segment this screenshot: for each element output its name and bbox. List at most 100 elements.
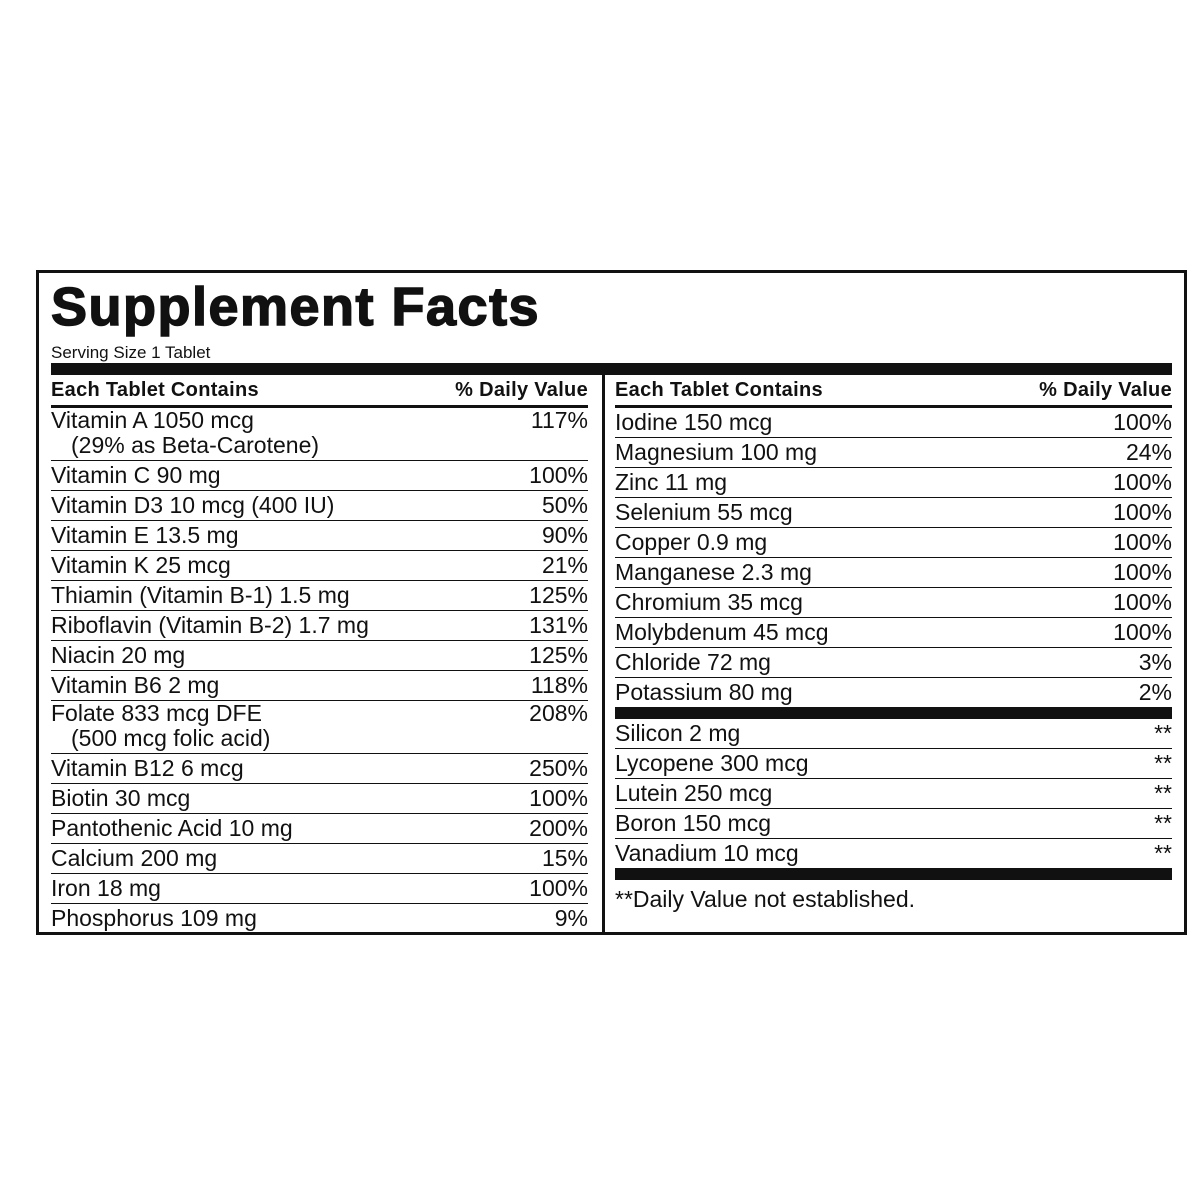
nutrient-note: (500 mcg folic acid): [71, 725, 271, 751]
nutrient-name-cell: Vitamin A 1050 mcg (29% as Beta-Carotene): [51, 408, 320, 458]
nutrient-name: Chloride 72 mg: [615, 649, 771, 675]
daily-value: 131%: [529, 612, 588, 638]
daily-value: 100%: [1113, 499, 1172, 525]
nutrient-name: Manganese 2.3 mg: [615, 559, 812, 585]
nutrient-row: Vitamin C 90 mg 100%: [51, 461, 588, 491]
daily-value: 100%: [1113, 619, 1172, 645]
thick-rule: [51, 363, 1172, 375]
nutrient-note: (29% as Beta-Carotene): [71, 432, 320, 458]
nutrient-name: Vitamin K 25 mcg: [51, 552, 231, 578]
nutrient-name-cell: Riboflavin (Vitamin B-2) 1.7 mg: [51, 611, 369, 640]
nutrient-row: Vitamin A 1050 mcg (29% as Beta-Carotene)…: [51, 408, 588, 461]
nutrient-name: Niacin 20 mg: [51, 642, 186, 668]
daily-value: 100%: [1113, 529, 1172, 555]
nutrient-name-cell: Zinc 11 mg: [615, 468, 727, 497]
supplement-facts-panel: Supplement Facts Serving Size 1 Tablet E…: [36, 270, 1187, 935]
nutrient-name: Lutein 250 mcg: [615, 780, 773, 806]
daily-value: 90%: [541, 522, 588, 548]
nutrient-name-cell: Manganese 2.3 mg: [615, 558, 812, 587]
nutrient-row: Lycopene 300 mcg **: [615, 749, 1172, 779]
nutrient-name-cell: Vitamin B6 2 mg: [51, 671, 219, 700]
right-column: Each Tablet Contains % Daily Value Iodine …: [605, 375, 1184, 935]
nutrient-name-cell: Thiamin (Vitamin B-1) 1.5 mg: [51, 581, 350, 610]
nutrient-row: Vitamin K 25 mcg 21%: [51, 551, 588, 581]
daily-value: 15%: [541, 845, 588, 871]
nutrient-name-cell: Phosphorus 109 mg: [51, 904, 257, 933]
nutrient-name-cell: Copper 0.9 mg: [615, 528, 767, 557]
nutrient-row: Calcium 200 mg 15%: [51, 844, 588, 874]
daily-value: 100%: [1113, 589, 1172, 615]
nutrient-row: Potassium 80 mg 2%: [615, 678, 1172, 707]
daily-value: 125%: [529, 582, 588, 608]
nutrient-row: Silicon 2 mg **: [615, 719, 1172, 749]
nutrient-name-cell: Vitamin C 90 mg: [51, 461, 221, 490]
nutrient-name: Pantothenic Acid 10 mg: [51, 815, 293, 841]
serving-size: Serving Size 1 Tablet: [51, 343, 211, 362]
nutrient-name: Lycopene 300 mcg: [615, 750, 809, 776]
daily-value: 117%: [530, 407, 588, 433]
nutrient-name-cell: Molybdenum 45 mcg: [615, 618, 829, 647]
nutrient-name-cell: Lycopene 300 mcg: [615, 749, 809, 778]
nutrient-name: Vanadium 10 mcg: [615, 840, 799, 866]
nutrient-row: Vitamin B12 6 mcg 250%: [51, 754, 588, 784]
nutrient-name-cell: Iodine 150 mcg: [615, 408, 772, 437]
header-label: Each Tablet Contains: [51, 379, 259, 401]
nutrient-name: Molybdenum 45 mcg: [615, 619, 829, 645]
nutrient-name-cell: Folate 833 mcg DFE (500 mcg folic acid): [51, 700, 271, 751]
nutrient-name: Biotin 30 mcg: [51, 785, 191, 811]
daily-value: **: [1154, 810, 1172, 836]
nutrient-name-cell: Pantothenic Acid 10 mg: [51, 814, 293, 843]
nutrient-name: Vitamin D3 10 mcg (400 IU): [51, 492, 335, 518]
daily-value: **: [1154, 780, 1172, 806]
daily-value: 24%: [1125, 439, 1172, 465]
daily-value: 208%: [529, 700, 588, 726]
daily-value: 100%: [529, 875, 588, 901]
nutrient-name-cell: Silicon 2 mg: [615, 719, 740, 748]
nutrient-name-cell: Calcium 200 mg: [51, 844, 217, 873]
nutrient-row: Lutein 250 mcg **: [615, 779, 1172, 809]
nutrient-name: Potassium 80 mg: [615, 679, 793, 705]
daily-value: 21%: [541, 552, 588, 578]
daily-value: 100%: [529, 462, 588, 488]
nutrient-name-cell: Vitamin D3 10 mcg (400 IU): [51, 491, 334, 520]
nutrient-name-cell: Iron 18 mg: [51, 874, 161, 903]
nutrient-name-cell: Vitamin E 13.5 mg: [51, 521, 239, 550]
daily-value: 50%: [541, 492, 588, 518]
nutrient-row: Vitamin B6 2 mg 118%: [51, 671, 588, 701]
footnote: **Daily Value not established.: [615, 886, 916, 912]
nutrient-name: Chromium 35 mcg: [615, 589, 803, 615]
thick-rule: [615, 707, 1172, 719]
daily-value: 250%: [529, 755, 588, 781]
nutrient-name-cell: Biotin 30 mcg: [51, 784, 190, 813]
nutrient-name-cell: Chromium 35 mcg: [615, 588, 803, 617]
nutrient-name: Vitamin C 90 mg: [51, 462, 221, 488]
daily-value: 200%: [529, 815, 588, 841]
nutrient-name-cell: Potassium 80 mg: [615, 678, 793, 707]
nutrient-name: Phosphorus 109 mg: [51, 905, 257, 931]
nutrient-row: Riboflavin (Vitamin B-2) 1.7 mg 131%: [51, 611, 588, 641]
header-label: % Daily Value: [455, 379, 588, 401]
nutrient-name: Iron 18 mg: [51, 875, 161, 901]
daily-value: **: [1154, 840, 1172, 866]
nutrient-name: Copper 0.9 mg: [615, 529, 768, 555]
nutrient-name: Thiamin (Vitamin B-1) 1.5 mg: [51, 582, 350, 608]
nutrient-name: Iodine 150 mcg: [615, 409, 773, 435]
nutrient-row: Zinc 11 mg 100%: [615, 468, 1172, 498]
columns: Each Tablet Contains % Daily Value Vitamin…: [39, 375, 1184, 935]
nutrient-name-cell: Vanadium 10 mcg: [615, 839, 799, 868]
nutrient-row: Selenium 55 mcg 100%: [615, 498, 1172, 528]
nutrient-row: Biotin 30 mcg 100%: [51, 784, 588, 814]
daily-value: 100%: [1113, 409, 1172, 435]
nutrient-name: Vitamin E 13.5 mg: [51, 522, 239, 548]
nutrient-name: Calcium 200 mg: [51, 845, 218, 871]
daily-value: 100%: [529, 785, 588, 811]
nutrient-row: Copper 0.9 mg 100%: [615, 528, 1172, 558]
nutrient-name: Folate 833 mcg DFE: [51, 700, 262, 726]
nutrient-row: Chromium 35 mcg 100%: [615, 588, 1172, 618]
nutrient-row: Vitamin E 13.5 mg 90%: [51, 521, 588, 551]
nutrient-row: Pantothenic Acid 10 mg 200%: [51, 814, 588, 844]
left-column: Each Tablet Contains % Daily Value Vitamin…: [39, 375, 605, 935]
nutrient-row: Chloride 72 mg 3%: [615, 648, 1172, 678]
daily-value: 2%: [1138, 679, 1172, 705]
